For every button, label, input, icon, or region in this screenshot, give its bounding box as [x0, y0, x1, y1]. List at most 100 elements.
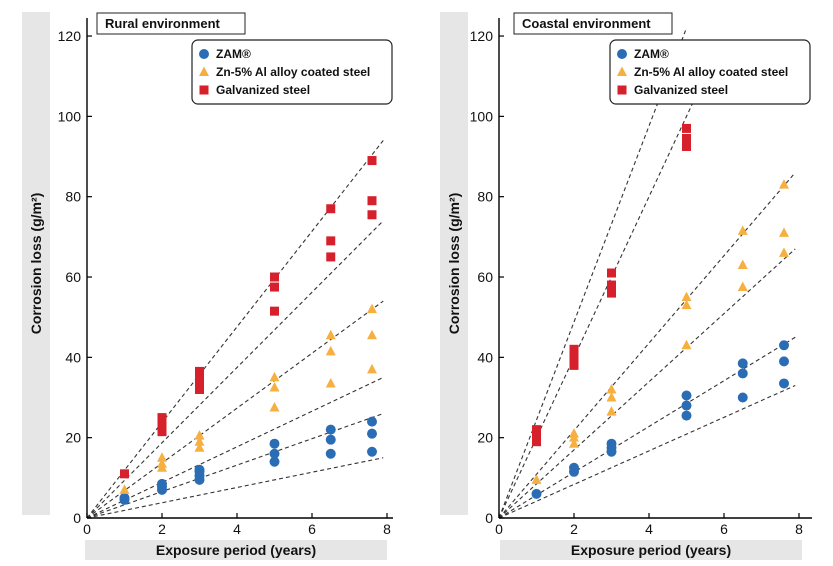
- data-point-square: [569, 352, 579, 362]
- data-point-triangle: [194, 436, 205, 446]
- data-point-square: [682, 133, 691, 143]
- data-point-square: [367, 210, 377, 220]
- y-tick-label: 80: [477, 189, 493, 205]
- panel-title: Rural environment: [105, 16, 221, 31]
- data-point-triangle: [194, 430, 205, 440]
- x-tick-label: 2: [570, 521, 578, 537]
- trend-line: [498, 248, 796, 519]
- data-point-triangle: [606, 392, 617, 402]
- data-point-circle: [569, 462, 579, 473]
- x-tick-label: 6: [720, 521, 728, 537]
- y-axis-label-band: [22, 12, 50, 515]
- legend-label: Galvanized steel: [216, 83, 310, 97]
- data-point-circle: [779, 378, 789, 389]
- x-tick-label: 6: [308, 521, 316, 537]
- y-tick-label: 20: [65, 430, 81, 446]
- data-point-circle: [325, 424, 336, 435]
- trend-line: [86, 300, 384, 519]
- x-tick-label: 0: [83, 521, 91, 537]
- data-point-circle: [367, 416, 377, 427]
- data-point-circle: [119, 492, 130, 503]
- data-point-triangle: [681, 291, 692, 302]
- data-point-square: [270, 282, 279, 292]
- legend-marker-triangle: [617, 66, 627, 76]
- legend-marker-square: [199, 85, 209, 95]
- panel-title-box: [513, 12, 673, 35]
- data-point-triangle: [681, 339, 692, 350]
- y-tick-label: 60: [65, 269, 81, 285]
- data-point-triangle: [157, 452, 167, 462]
- x-tick-label: 4: [233, 521, 241, 537]
- panel-title: Coastal environment: [522, 16, 651, 31]
- trend-line: [86, 220, 384, 519]
- data-point-square: [367, 196, 377, 206]
- data-point-circle: [681, 390, 692, 401]
- x-axis-title: Exposure period (years): [571, 542, 731, 558]
- data-point-triangle: [737, 281, 748, 292]
- data-point-square: [326, 252, 336, 262]
- data-point-triangle: [325, 377, 336, 388]
- data-point-square: [157, 413, 167, 423]
- data-point-square: [682, 141, 691, 151]
- data-point-square: [195, 378, 204, 388]
- data-point-circle: [779, 340, 789, 351]
- data-point-circle: [269, 438, 280, 449]
- data-point-square: [157, 427, 167, 437]
- data-point-square: [607, 280, 616, 290]
- data-point-circle: [531, 488, 542, 499]
- data-point-square: [270, 272, 279, 282]
- data-point-triangle: [606, 383, 617, 394]
- x-tick-label: 8: [383, 521, 391, 537]
- y-axis-title: Corrosion loss (g/m²): [446, 193, 462, 335]
- y-axis-title: Corrosion loss (g/m²): [28, 193, 44, 335]
- data-point-circle: [269, 448, 280, 459]
- data-point-square: [195, 366, 204, 376]
- data-point-circle: [367, 428, 377, 439]
- trend-line: [86, 376, 384, 519]
- y-tick-label: 0: [73, 510, 81, 526]
- data-point-square: [532, 431, 541, 441]
- data-point-circle: [269, 456, 280, 467]
- data-point-triangle: [157, 458, 167, 468]
- data-point-square: [326, 236, 336, 246]
- data-point-circle: [606, 438, 617, 449]
- data-point-square: [532, 425, 541, 435]
- data-point-triangle: [779, 247, 789, 257]
- data-point-triangle: [779, 227, 789, 237]
- x-tick-label: 0: [495, 521, 503, 537]
- trend-line: [86, 413, 384, 519]
- data-point-square: [195, 384, 204, 394]
- data-point-triangle: [737, 225, 748, 235]
- data-point-square: [569, 360, 579, 370]
- x-axis-label-band: [500, 540, 802, 560]
- data-point-triangle: [531, 474, 542, 484]
- x-tick-label: 4: [645, 521, 653, 537]
- y-tick-label: 80: [65, 189, 81, 205]
- data-point-circle: [325, 448, 336, 459]
- data-point-triangle: [779, 179, 789, 189]
- data-point-square: [326, 204, 336, 214]
- y-tick-label: 120: [470, 28, 494, 44]
- data-point-triangle: [569, 438, 579, 448]
- x-tick-label: 8: [795, 521, 803, 537]
- legend-marker-triangle: [199, 66, 209, 76]
- legend-label: Galvanized steel: [634, 83, 728, 97]
- data-point-triangle: [606, 406, 617, 416]
- y-tick-label: 100: [470, 108, 494, 124]
- x-axis-title: Exposure period (years): [156, 542, 316, 558]
- y-axis-label-band: [440, 12, 468, 515]
- trend-line: [498, 75, 706, 519]
- data-point-circle: [737, 368, 748, 379]
- data-point-triangle: [569, 428, 579, 438]
- legend-label: Zn-5% Al alloy coated steel: [634, 65, 788, 79]
- legend-box: [191, 39, 393, 105]
- y-tick-label: 60: [477, 269, 493, 285]
- chart-panel-coastal: Corrosion loss (g/m²) Exposure period (ye…: [440, 12, 812, 560]
- legend-marker-circle: [199, 49, 209, 59]
- data-point-square: [607, 288, 616, 298]
- data-point-triangle: [194, 442, 205, 452]
- x-axis-label-band: [85, 540, 387, 560]
- data-point-triangle: [325, 329, 336, 340]
- data-point-triangle: [269, 381, 280, 392]
